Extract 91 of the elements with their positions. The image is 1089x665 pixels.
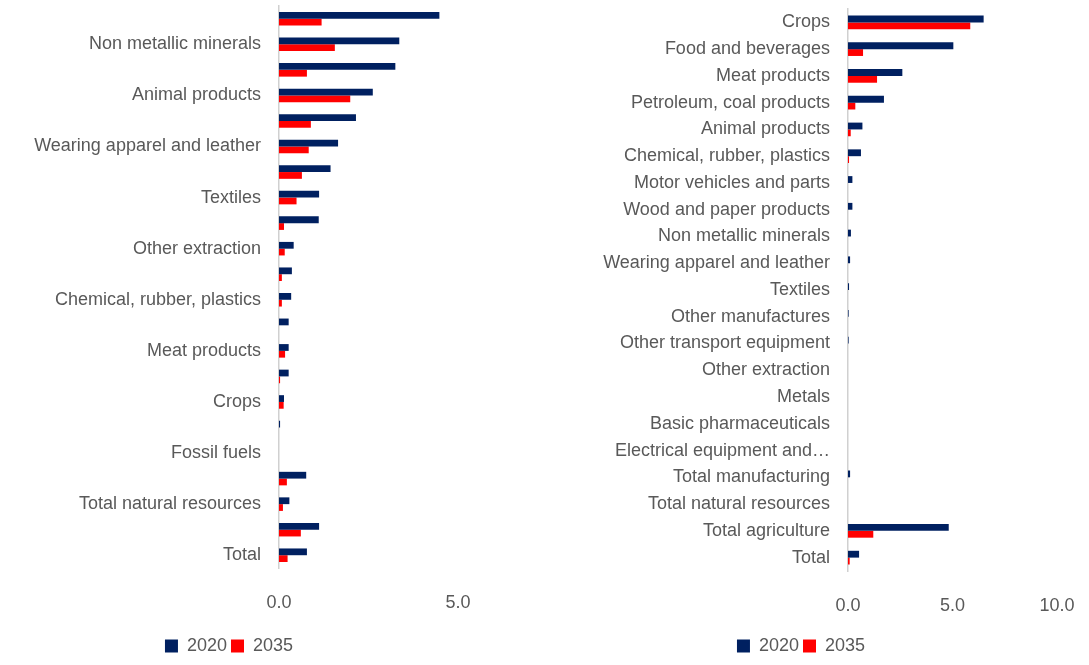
y-tick-label: Wearing apparel and leather [603,252,830,273]
bar [848,149,861,157]
bar [279,471,307,479]
y-tick-label: Total natural resources [647,493,830,514]
bar [279,395,285,402]
x-tick-label: 0.0 [266,591,292,612]
bar [848,524,949,531]
bar [279,504,283,511]
bar [279,350,286,358]
bar [848,75,878,83]
y-tick-label: Wearing apparel and leather [34,135,261,156]
x-tick-label: 10.0 [1039,594,1075,615]
bar [279,146,309,154]
bar [279,95,351,103]
y-tick-label: Total [222,544,261,565]
bar [279,12,440,19]
bar [848,550,860,558]
bar [279,120,311,128]
y-tick-label: Chemical, rubber, plastics [623,145,830,166]
y-tick-label: Other extraction [701,359,830,380]
bar [848,176,853,183]
y-tick-label: Fossil fuels [170,442,261,463]
bar [279,18,322,26]
bar [848,22,971,30]
y-tick-label: Total [791,546,830,567]
bar [279,172,302,179]
y-tick-label: Motor vehicles and parts [633,171,830,192]
x-tick-label: 5.0 [445,591,471,612]
y-tick-label: Textiles [200,186,261,207]
bar [279,274,282,281]
bar [848,95,884,103]
bar [848,202,853,210]
bar [279,248,285,256]
bar [279,369,289,377]
bar [279,318,289,326]
bar [848,256,851,264]
bar [279,267,292,275]
y-tick-label: Animal products [131,84,261,105]
y-tick-label: Chemical, rubber, plastics [54,288,261,309]
bar [279,497,290,505]
legend-label: 2020 [186,634,227,655]
bar [279,223,285,230]
bar [279,216,319,224]
bar [279,299,282,307]
bar [848,229,851,237]
legend-label: 2035 [253,634,294,655]
y-tick-label: Crops [781,11,830,32]
bar [279,293,292,300]
y-tick-label: Other transport equipment [619,332,830,353]
bar [279,63,396,70]
bar [279,139,339,147]
y-tick-label: Basic pharmaceuticals [649,412,830,433]
bar [279,344,289,351]
bar [279,44,335,52]
bar [279,241,294,249]
bar [279,478,287,486]
bar [279,165,331,173]
y-tick-label: Meat products [715,64,830,85]
y-tick-label: Other manufactures [670,305,830,326]
bar [279,548,307,556]
bar [848,42,954,50]
bar [848,69,903,76]
y-tick-label: Textiles [769,278,830,299]
bar [279,197,297,205]
y-tick-label: Total agriculture [702,519,830,540]
bar [279,555,288,562]
bar [279,522,320,530]
legend-label: 2020 [758,634,799,655]
y-tick-label: Total manufacturing [672,466,830,487]
y-tick-label: Non metallic minerals [88,33,261,54]
legend-label: 2035 [825,634,866,655]
y-tick-label: Other extraction [132,237,261,258]
y-tick-label: Wood and paper products [623,198,830,219]
y-tick-label: Crops [212,390,261,411]
y-tick-label: Meat products [146,339,261,360]
y-tick-label: Electrical equipment and… [614,439,830,460]
bar [279,401,284,409]
y-tick-label: Petroleum, coal products [630,91,830,112]
y-tick-label: Food and beverages [664,38,830,59]
y-tick-label: Metals [776,386,830,407]
y-tick-label: Total natural resources [78,493,261,514]
y-tick-label: Animal products [700,118,830,139]
x-tick-label: 0.0 [835,594,861,615]
bar [848,49,864,56]
y-tick-label: Non metallic minerals [657,225,830,246]
bar [848,129,851,137]
bar [279,190,320,198]
bar [279,114,356,121]
x-tick-label: 5.0 [939,594,966,615]
bar [848,530,874,538]
bar [279,69,307,77]
